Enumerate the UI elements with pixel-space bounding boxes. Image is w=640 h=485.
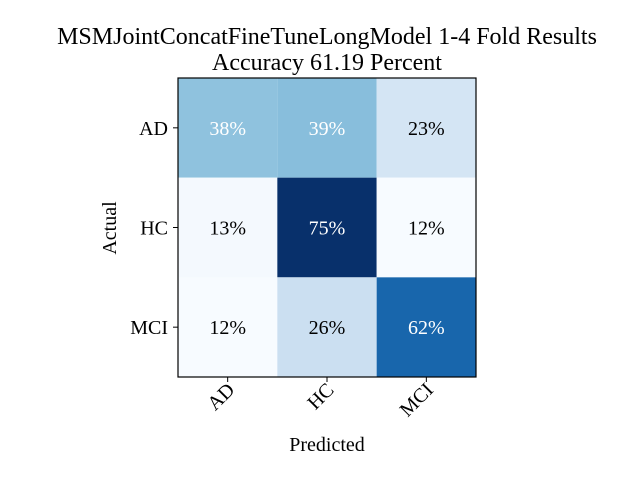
cell-label-ad-mci: 23% — [408, 118, 445, 140]
heatmap-cell-labels: 38% 39% 23% 13% 75% 12% 12% 26% 62% — [209, 118, 444, 339]
y-axis-ticks: AD HC MCI — [130, 118, 178, 339]
cell-label-hc-mci: 12% — [408, 218, 445, 240]
cell-label-mci-ad: 12% — [209, 317, 246, 339]
y-tick-label-hc: HC — [140, 218, 168, 240]
cell-label-hc-hc: 75% — [309, 218, 346, 240]
heatmap-cell-hc-ad — [178, 177, 278, 278]
heatmap-cell-ad-mci — [376, 78, 476, 178]
y-tick-label-ad: AD — [139, 118, 168, 140]
x-tick-label-mci: MCI — [396, 379, 438, 421]
cell-label-hc-ad: 13% — [209, 218, 246, 240]
cell-label-mci-hc: 26% — [309, 317, 346, 339]
x-axis-label: Predicted — [289, 434, 365, 456]
heatmap-cell-ad-ad — [178, 78, 278, 178]
cell-label-mci-mci: 62% — [408, 317, 445, 339]
x-tick-label-hc: HC — [303, 379, 338, 414]
cell-label-ad-ad: 38% — [209, 118, 246, 140]
heatmap-cell-ad-hc — [277, 78, 377, 178]
heatmap-cell-hc-hc — [277, 177, 377, 278]
heatmap-cell-mci-ad — [178, 277, 278, 377]
chart-title: MSMJointConcatFineTuneLongModel 1-4 Fold… — [57, 24, 597, 50]
x-axis-ticks: AD HC MCI — [203, 377, 438, 421]
heatmap-cell-mci-mci — [376, 277, 476, 377]
cell-label-ad-hc: 39% — [309, 118, 346, 140]
heatmap-cell-hc-mci — [376, 177, 476, 278]
heatmap-cell-mci-hc — [277, 277, 377, 377]
heatmap-cells — [178, 78, 476, 377]
y-axis-label: Actual — [99, 201, 121, 255]
y-tick-label-mci: MCI — [130, 317, 168, 339]
chart-subtitle: Accuracy 61.19 Percent — [212, 50, 442, 76]
x-tick-label-ad: AD — [203, 379, 239, 415]
